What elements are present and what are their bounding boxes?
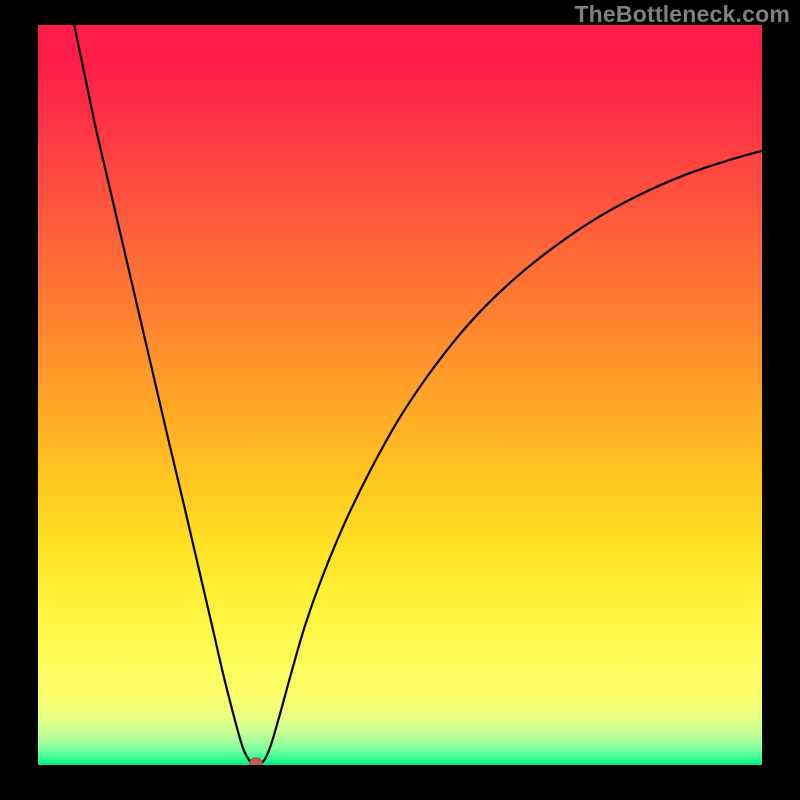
watermark-text: TheBottleneck.com xyxy=(574,1,790,28)
bottleneck-chart xyxy=(0,0,800,800)
plot-background xyxy=(38,25,762,765)
chart-stage: TheBottleneck.com xyxy=(0,0,800,800)
